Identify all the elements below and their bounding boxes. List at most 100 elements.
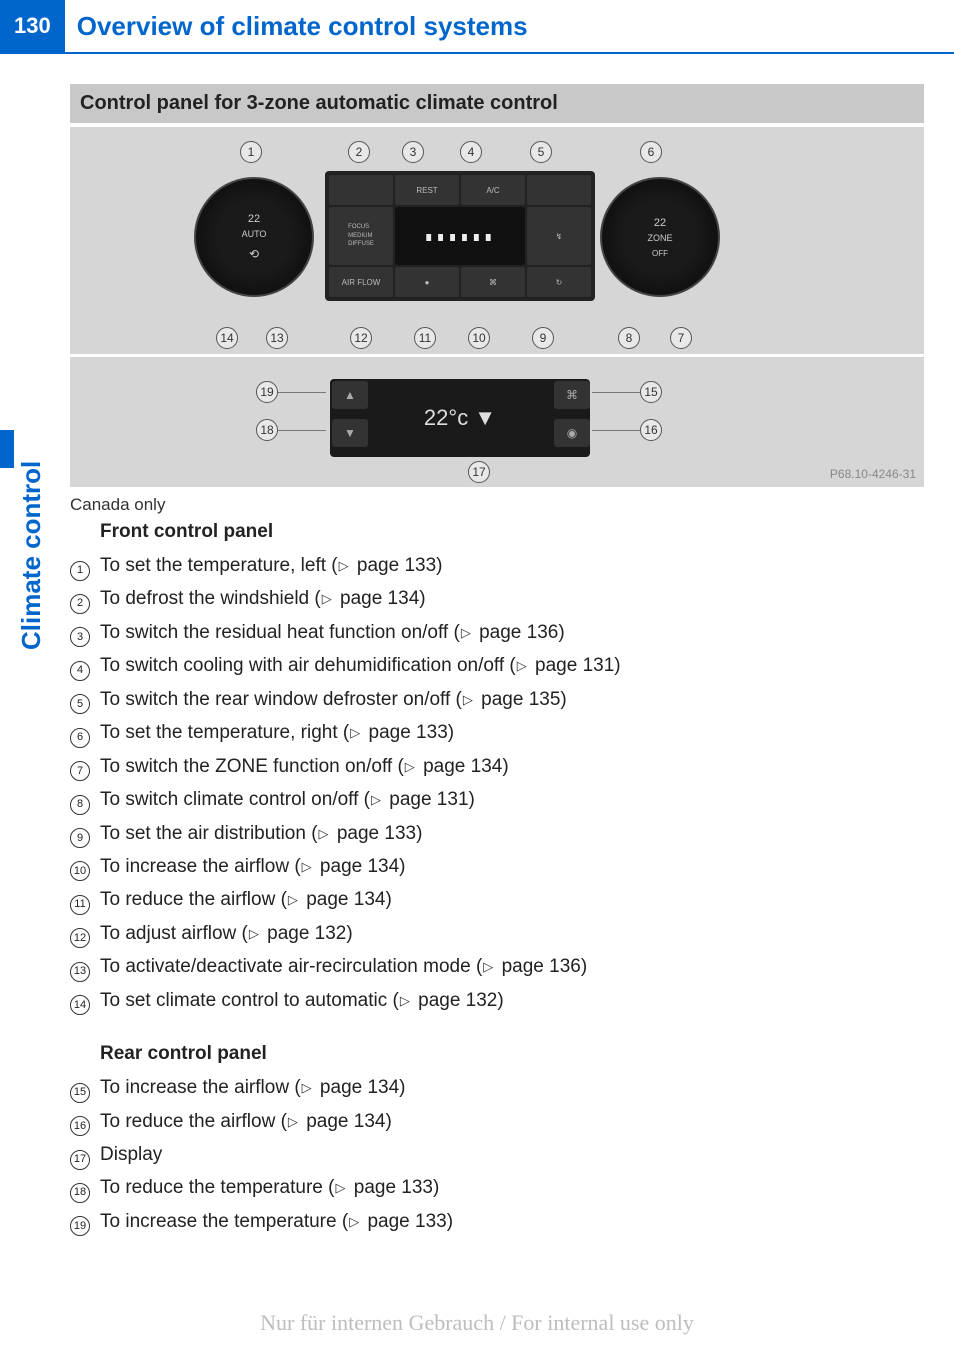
item-text: To defrost the windshield ( page 134) xyxy=(100,584,426,613)
list-item: 1To set the temperature, left ( page 133… xyxy=(70,551,924,580)
list-item: 13 To activate/deactivate air-recirculati… xyxy=(70,952,924,981)
callout-13: 13 xyxy=(266,327,288,349)
list-item: 11To reduce the airflow ( page 134) xyxy=(70,885,924,914)
content-area: Control panel for 3-zone automatic clima… xyxy=(70,84,924,1236)
front-panel-list: 1To set the temperature, left ( page 133… xyxy=(70,551,924,1015)
callout-14: 14 xyxy=(216,327,238,349)
item-marker: 16 xyxy=(70,1116,90,1136)
item-text: To reduce the airflow ( page 134) xyxy=(100,1107,392,1136)
header-title: Overview of climate control systems xyxy=(65,0,528,52)
right-dial-zone: ZONE xyxy=(647,233,672,243)
callout-19: 19 xyxy=(256,381,278,403)
item-marker: 13 xyxy=(70,962,90,982)
item-text: To switch the residual heat function on/… xyxy=(100,618,565,647)
callout-5: 5 xyxy=(530,141,552,163)
callout-4: 4 xyxy=(460,141,482,163)
callout-line xyxy=(278,430,326,431)
right-dial-off: OFF xyxy=(652,249,668,258)
front-panel-heading: Front control panel xyxy=(100,521,924,543)
list-item: 18 To reduce the temperature ( page 133) xyxy=(70,1173,924,1202)
list-item: 6 To set the temperature, right ( page 13… xyxy=(70,718,924,747)
list-item: 15To increase the airflow ( page 134) xyxy=(70,1073,924,1102)
callout-7: 7 xyxy=(670,327,692,349)
item-text: To set the temperature, left ( page 133) xyxy=(100,551,442,580)
callout-6: 6 xyxy=(640,141,662,163)
callout-12: 12 xyxy=(350,327,372,349)
item-text: To switch cooling with air dehumidificat… xyxy=(100,651,621,680)
item-text: To reduce the temperature ( page 133) xyxy=(100,1173,439,1202)
callout-10: 10 xyxy=(468,327,490,349)
list-item: 5 To switch the rear window defroster on/… xyxy=(70,685,924,714)
left-dial-auto: AUTO xyxy=(242,229,267,239)
side-tab: Climate control xyxy=(0,430,32,650)
item-marker: 2 xyxy=(70,594,90,614)
item-marker: 18 xyxy=(70,1183,90,1203)
cp-fan-icon: ⌘ xyxy=(461,267,525,297)
item-text: To adjust airflow ( page 132) xyxy=(100,919,353,948)
list-item: 19 To increase the temperature ( page 133… xyxy=(70,1207,924,1236)
list-item: 4 To switch cooling with air dehumidifica… xyxy=(70,651,924,680)
list-item: 14To set climate control to automatic ( … xyxy=(70,986,924,1015)
item-text: Display xyxy=(100,1140,162,1169)
side-tab-accent xyxy=(0,430,14,468)
callout-15: 15 xyxy=(640,381,662,403)
page-number: 130 xyxy=(0,0,65,52)
cp-ac-button: A/C xyxy=(461,175,525,205)
list-item: 7To switch the ZONE function on/off ( pa… xyxy=(70,752,924,781)
right-temp-dial: 22 ZONE OFF xyxy=(600,177,720,297)
item-marker: 7 xyxy=(70,761,90,781)
item-marker: 9 xyxy=(70,828,90,848)
figure: 1 2 3 4 5 6 7 8 9 10 11 12 13 14 22 AUTO… xyxy=(70,127,924,487)
cp-airflow-button: AIR FLOW xyxy=(329,267,393,297)
item-text: To increase the airflow ( page 134) xyxy=(100,852,406,881)
item-text: To activate/deactivate air-recirculation… xyxy=(100,952,587,981)
item-marker: 10 xyxy=(70,861,90,881)
list-item: 9 To set the air distribution ( page 133) xyxy=(70,819,924,848)
callout-line xyxy=(592,392,640,393)
cp-rear-defrost-icon xyxy=(527,175,591,205)
item-marker: 4 xyxy=(70,661,90,681)
cp-fan-down-icon: ● xyxy=(395,267,459,297)
item-text: To set climate control to automatic ( pa… xyxy=(100,986,504,1015)
callout-2: 2 xyxy=(348,141,370,163)
rear-panel-heading: Rear control panel xyxy=(100,1043,924,1065)
item-text: To set the temperature, right ( page 133… xyxy=(100,718,454,747)
callout-line xyxy=(592,430,640,431)
figure-code: P68.10-4246-31 xyxy=(830,467,916,481)
rear-display-panel: 22°c ▼ xyxy=(330,379,590,457)
figure-front-panel: 1 2 3 4 5 6 7 8 9 10 11 12 13 14 22 AUTO… xyxy=(70,127,924,357)
item-marker: 6 xyxy=(70,728,90,748)
list-item: 16 To reduce the airflow ( page 134) xyxy=(70,1107,924,1136)
figure-rear-panel: 19 18 15 16 17 22°c ▼ ▲ ▼ ⌘ ◉ P68.10-424… xyxy=(70,357,924,487)
left-dial-temp: 22 xyxy=(248,213,260,225)
center-button-panel: REST A/C FOCUS MEDIUM DIFFUSE ∎∎∎∎∎∎ ↯ A… xyxy=(325,171,595,301)
callout-16: 16 xyxy=(640,419,662,441)
callout-line xyxy=(278,392,326,393)
item-marker: 8 xyxy=(70,795,90,815)
item-text: To reduce the airflow ( page 134) xyxy=(100,885,392,914)
right-dial-temp: 22 xyxy=(654,217,666,229)
callout-8: 8 xyxy=(618,327,640,349)
rear-fan-button: ⌘ xyxy=(554,381,590,409)
item-text: To switch the rear window defroster on/o… xyxy=(100,685,567,714)
left-dial-inner: 22 AUTO ⟲ xyxy=(216,199,292,275)
cp-display: ∎∎∎∎∎∎ xyxy=(395,207,525,265)
item-text: To increase the airflow ( page 134) xyxy=(100,1073,406,1102)
rear-panel-list: 15To increase the airflow ( page 134) 16 T… xyxy=(70,1073,924,1236)
callout-3: 3 xyxy=(402,141,424,163)
page-header: 130 Overview of climate control systems xyxy=(0,0,954,54)
figure-caption: Canada only xyxy=(70,495,924,515)
item-marker: 5 xyxy=(70,694,90,714)
left-dial-recirc-icon: ⟲ xyxy=(249,247,259,261)
item-text: To increase the temperature ( page 133) xyxy=(100,1207,453,1236)
list-item: 17Display xyxy=(70,1140,924,1169)
item-marker: 19 xyxy=(70,1216,90,1236)
rear-temp-up-button: ▲ xyxy=(332,381,368,409)
side-tab-label: Climate control xyxy=(16,461,47,650)
item-text: To set the air distribution ( page 133) xyxy=(100,819,422,848)
cp-airdist-icon: ↯ xyxy=(527,207,591,265)
list-item: 8To switch climate control on/off ( page… xyxy=(70,785,924,814)
callout-18: 18 xyxy=(256,419,278,441)
callout-1: 1 xyxy=(240,141,262,163)
cp-airflow-mode-labels: FOCUS MEDIUM DIFFUSE xyxy=(329,207,393,265)
